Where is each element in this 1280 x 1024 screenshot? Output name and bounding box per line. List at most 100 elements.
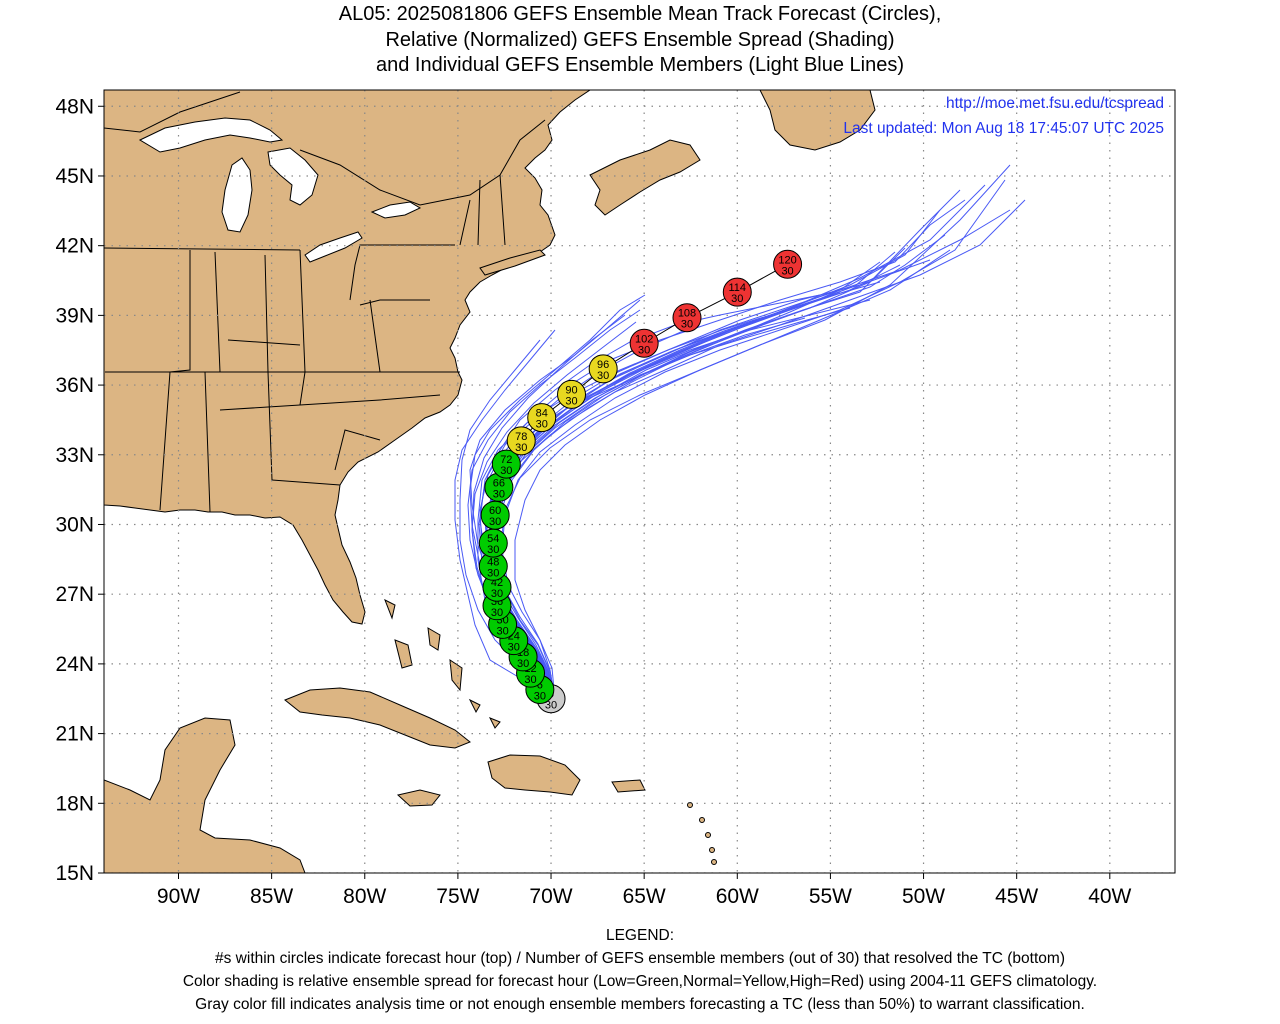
- member-count-label: 30: [536, 419, 548, 431]
- credit-updated: Last updated: Mon Aug 18 17:45:07 UTC 20…: [843, 120, 1164, 137]
- forecast-hour-label: 60: [489, 505, 501, 517]
- member-count-label: 30: [515, 442, 527, 454]
- forecast-hour-label: 102: [635, 333, 653, 345]
- legend-line-2: Color shading is relative ensemble sprea…: [182, 973, 1098, 990]
- lesser-antilles: [687, 802, 717, 865]
- member-count-label: 30: [491, 588, 503, 600]
- member-count-label: 30: [597, 370, 609, 382]
- member-count-label: 30: [731, 293, 743, 305]
- canada-border: [104, 91, 546, 206]
- lat-tick-label: 45N: [55, 165, 94, 188]
- lat-tick-label: 30N: [55, 513, 94, 536]
- cuba-land: [284, 687, 471, 749]
- jamaica-land: [396, 789, 441, 807]
- track-point-circle: [506, 426, 536, 456]
- lon-tick-label: 70W: [529, 885, 572, 908]
- lon-tick-label: 65W: [623, 885, 666, 908]
- lat-tick-label: 33N: [55, 444, 94, 467]
- forecast-hour-label: 108: [678, 308, 696, 320]
- nova-scotia-land: [589, 139, 701, 216]
- lat-tick-label: 36N: [55, 374, 94, 397]
- forecast-hour-label: 48: [487, 556, 499, 568]
- lake-michigan: [221, 157, 253, 233]
- forecast-hour-label: 114: [729, 282, 747, 294]
- member-count-label: 30: [491, 607, 503, 619]
- lat-tick-label: 27N: [55, 583, 94, 606]
- track-point-circle: [629, 328, 659, 358]
- state-boundaries: [104, 174, 506, 513]
- lat-tick-label: 39N: [55, 304, 94, 327]
- track-point-circle: [527, 403, 557, 433]
- lon-tick-label: 50W: [902, 885, 945, 908]
- lon-tick-label: 45W: [995, 885, 1038, 908]
- track-point: 30 30: [488, 609, 518, 639]
- forecast-hour-label: 78: [515, 431, 527, 443]
- member-count-label: 30: [493, 488, 505, 500]
- lake-ontario: [370, 201, 422, 219]
- mean-track-circles: 0306301230183024303030363042304830543060…: [478, 249, 803, 714]
- forecast-hour-label: 66: [493, 477, 505, 489]
- member-count-label: 30: [565, 395, 577, 407]
- forecast-hour-label: 90: [565, 384, 577, 396]
- central-america-land: [104, 717, 306, 873]
- member-count-label: 30: [534, 690, 546, 702]
- forecast-hour-label: 54: [487, 533, 499, 545]
- track-point-circle: [672, 303, 702, 333]
- member-count-label: 30: [500, 465, 512, 477]
- legend-line-3: Gray color fill indicates analysis time …: [195, 996, 1085, 1013]
- chart-title-line-3: and Individual GEFS Ensemble Members (Li…: [375, 54, 905, 76]
- long-island-land: [479, 249, 546, 276]
- lon-tick-label: 40W: [1088, 885, 1131, 908]
- lake-erie: [304, 231, 363, 263]
- hispaniola-land: [487, 754, 581, 796]
- map-frame: [103, 89, 1176, 874]
- longitude-axis: 90W 85W 80W 75W 70W 65W 60W 55W 50W 45W 40W: [157, 873, 1132, 908]
- lon-tick-label: 90W: [157, 885, 200, 908]
- credit-url: http://moe.met.fsu.edu/tcspread: [946, 95, 1164, 112]
- forecast-hour-label: 72: [500, 454, 512, 466]
- lat-tick-label: 24N: [55, 653, 94, 676]
- legend-line-1: #s within circles indicate forecast hour…: [215, 950, 1065, 967]
- member-count-label: 30: [489, 516, 501, 528]
- forecast-hour-label: 6: [537, 679, 543, 691]
- forecast-hour-label: 84: [536, 408, 548, 420]
- lon-tick-label: 85W: [250, 885, 293, 908]
- lat-tick-label: 48N: [55, 95, 94, 118]
- forecast-hour-label: 96: [597, 359, 609, 371]
- member-count-label: 30: [496, 625, 508, 637]
- bahamas-islands: [384, 598, 501, 729]
- newfoundland-land: [759, 90, 876, 151]
- chart-title-line-1: AL05: 2025081806 GEFS Ensemble Mean Trac…: [338, 3, 942, 25]
- lat-lon-grid: [104, 90, 1175, 873]
- lon-tick-label: 75W: [436, 885, 479, 908]
- track-point-circle: [773, 249, 803, 279]
- member-count-label: 30: [524, 674, 536, 686]
- chart-title-line-2: Relative (Normalized) GEFS Ensemble Spre…: [385, 29, 895, 51]
- lake-superior: [138, 117, 284, 153]
- lat-tick-label: 21N: [55, 723, 94, 746]
- lat-tick-label: 42N: [55, 235, 94, 258]
- track-point-circle: [722, 277, 752, 307]
- member-count-label: 30: [487, 567, 499, 579]
- member-count-label: 30: [508, 642, 520, 654]
- member-count-label: 30: [638, 344, 650, 356]
- puerto-rico-land: [611, 779, 646, 793]
- lon-tick-label: 80W: [343, 885, 386, 908]
- member-count-label: 30: [781, 265, 793, 277]
- lat-tick-label: 18N: [55, 792, 94, 815]
- member-count-label: 30: [681, 319, 693, 331]
- lon-tick-label: 55W: [809, 885, 852, 908]
- forecast-hour-label: 120: [778, 254, 796, 266]
